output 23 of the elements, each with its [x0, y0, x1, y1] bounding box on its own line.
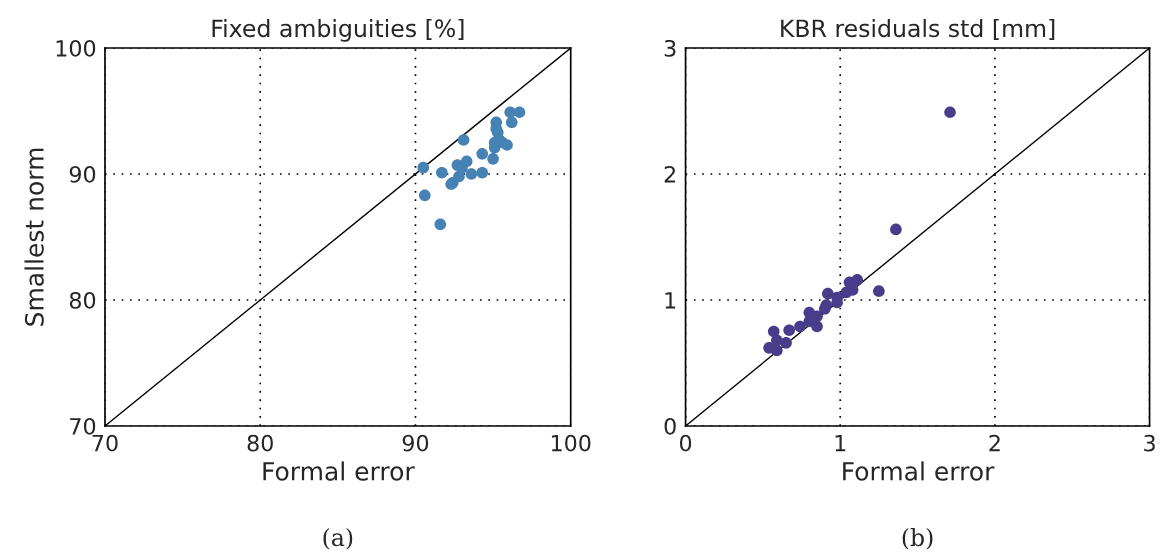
text: (b): [902, 527, 933, 550]
y-axis-title: Smallest norm: [24, 148, 44, 326]
x-tick-label: 2: [989, 434, 1000, 452]
x-tick-label: 1: [835, 434, 846, 452]
y-tick-label: 3: [664, 39, 676, 57]
x-tick-label: 80: [247, 434, 273, 452]
x-tick-label: 100: [551, 434, 591, 452]
y-tick-label: 1: [665, 292, 676, 309]
chart-title: KBR residuals std [mm]: [781, 18, 1055, 40]
y-tick-label: 70: [70, 417, 96, 435]
y-tick-label: 2: [664, 165, 675, 183]
y-tick-label: 90: [69, 165, 96, 183]
chart-title: Fixed ambiguities [%]: [212, 18, 464, 42]
x-tick-label: 0: [679, 434, 692, 452]
y-tick-label: 100: [56, 39, 96, 57]
x-tick-label: 70: [92, 434, 118, 452]
y-tick-label: 80: [69, 291, 96, 309]
x-axis-title: Formal error: [843, 461, 995, 481]
x-tick-label: 3: [1144, 434, 1155, 452]
x-axis-title: Formal error: [263, 461, 415, 481]
y-tick-label: 0: [664, 417, 676, 435]
x-tick-label: 90: [402, 434, 429, 452]
text: (a): [323, 527, 353, 550]
